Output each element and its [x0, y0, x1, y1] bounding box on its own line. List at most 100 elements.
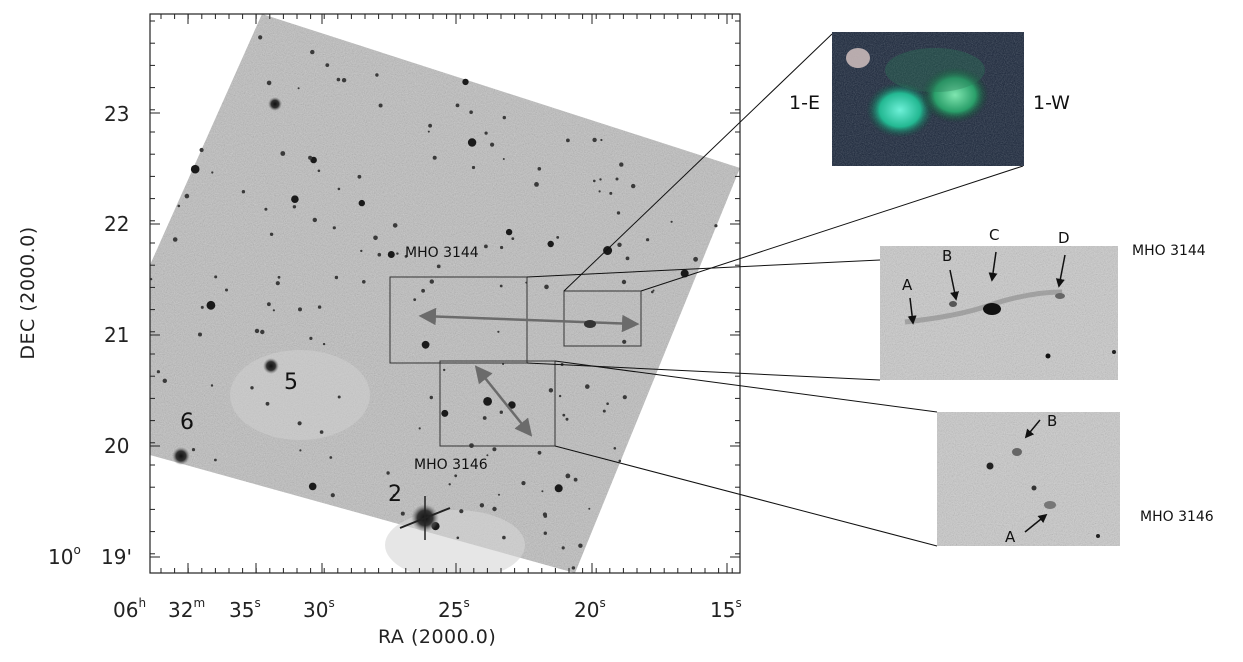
field-star — [330, 493, 335, 498]
field-star — [498, 493, 500, 496]
field-star — [322, 342, 326, 346]
field-star — [592, 137, 597, 143]
field-star — [502, 115, 506, 120]
field-star — [418, 427, 421, 430]
source-1-star — [584, 320, 596, 328]
knot-c-arrow — [988, 251, 998, 282]
field-star — [548, 388, 554, 393]
source-label-5: 5 — [284, 370, 298, 395]
field-star — [177, 204, 181, 208]
field-star — [432, 155, 437, 160]
field-star — [571, 566, 576, 570]
field-star — [387, 251, 395, 258]
field-star — [502, 158, 505, 160]
knot-label-b: B — [942, 247, 953, 265]
field-star — [482, 416, 487, 420]
field-star — [184, 193, 190, 199]
connector-lines — [526, 33, 1024, 547]
field-star — [565, 417, 569, 421]
field-star — [619, 162, 624, 167]
field-star — [172, 237, 178, 242]
ra-tick-20s: 20s — [574, 596, 606, 622]
source-1e-blob — [866, 82, 934, 138]
field-star — [616, 211, 621, 215]
field-star — [317, 169, 321, 173]
field-star — [400, 511, 405, 516]
field-star — [566, 138, 570, 143]
field-star — [280, 151, 286, 156]
knot-label-c: C — [989, 226, 1000, 244]
field-star — [562, 413, 566, 417]
knot-b-arrow — [949, 269, 959, 301]
color-inset — [832, 32, 1024, 166]
field-star — [693, 256, 698, 262]
region-box-mho3146 — [439, 360, 556, 447]
field-star — [373, 235, 378, 241]
field-star — [392, 223, 398, 228]
ra-tick-15s: 15s — [710, 596, 742, 622]
field-star — [428, 123, 432, 128]
field-star — [413, 298, 417, 301]
field-star — [492, 447, 497, 452]
field-star — [337, 395, 341, 399]
field-star — [375, 73, 379, 77]
dec-tick-degrees: 10o — [48, 543, 81, 569]
ra-tick-30s: 30s — [303, 596, 335, 622]
field-star — [600, 138, 603, 142]
field-star — [264, 207, 268, 211]
field-star — [492, 506, 497, 512]
field-star — [544, 284, 549, 290]
source-1w-blob — [921, 67, 989, 123]
knot-a-arrow — [907, 297, 917, 325]
field-star — [484, 244, 488, 249]
field-star — [319, 430, 324, 434]
field-star — [490, 142, 495, 147]
axis-ticks — [150, 14, 740, 573]
field-star — [206, 300, 216, 310]
source-2-star — [399, 496, 451, 540]
field-star — [266, 80, 272, 86]
color-inset-star — [846, 48, 870, 68]
field-star — [497, 330, 500, 333]
field-star — [378, 103, 383, 108]
label-1w: 1-W — [1033, 92, 1070, 114]
field-star — [646, 238, 650, 242]
field-star — [565, 473, 571, 479]
x-axis-title: RA (2000.0) — [378, 626, 497, 648]
field-star — [443, 368, 446, 372]
outflow-arrow-mho3144 — [418, 307, 640, 333]
mho3144-inset — [880, 246, 1118, 380]
field-star — [467, 138, 477, 147]
field-star — [332, 226, 336, 230]
field-star — [150, 278, 153, 281]
field-star — [427, 130, 430, 133]
field-star — [448, 483, 451, 486]
field-star — [299, 449, 302, 452]
field-star — [156, 370, 160, 374]
field-star — [622, 395, 627, 400]
field-star — [421, 340, 430, 349]
field-star — [547, 240, 554, 248]
field-star — [561, 546, 565, 550]
field-star — [189, 423, 193, 427]
field-star — [317, 305, 322, 309]
field-star — [680, 269, 689, 278]
field-star — [617, 242, 622, 247]
field-star — [277, 275, 281, 279]
knot-label-b2: B — [1047, 412, 1058, 430]
field-star — [670, 220, 673, 223]
field-star — [241, 190, 246, 194]
field-star — [360, 249, 363, 253]
mho3146-inset — [937, 412, 1120, 546]
inset-title-mho3146: MHO 3146 — [1140, 509, 1214, 525]
inset-title-mho3144: MHO 3144 — [1132, 243, 1206, 259]
field-star — [254, 328, 260, 334]
field-star — [210, 384, 214, 387]
field-star — [543, 514, 548, 518]
field-star — [421, 288, 425, 293]
dec-tick-20: 20 — [104, 434, 130, 458]
source-5-star — [263, 358, 279, 374]
bright-star — [268, 97, 282, 111]
